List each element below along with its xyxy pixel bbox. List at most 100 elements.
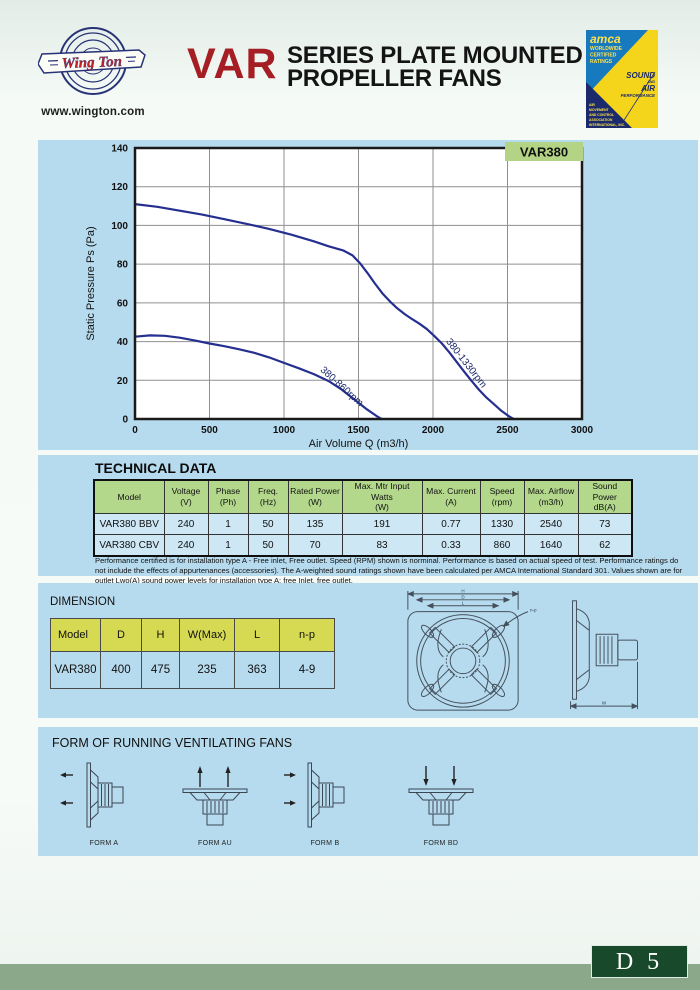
table-cell: VAR380 CBV xyxy=(93,534,165,557)
logo-ribbon xyxy=(37,49,146,74)
form-bd-diagram xyxy=(408,766,474,826)
svg-text:MOVEMENT: MOVEMENT xyxy=(589,108,610,112)
footer-bar xyxy=(0,964,700,990)
form-bd: FORM BD xyxy=(396,759,486,847)
svg-text:40: 40 xyxy=(117,337,129,348)
svg-text:100: 100 xyxy=(111,221,128,232)
table-cell: 240 xyxy=(163,513,209,536)
table-header: n-p xyxy=(279,618,335,652)
table-cell: 4-9 xyxy=(279,651,335,689)
table-header: H xyxy=(141,618,180,652)
table-cell: 1 xyxy=(207,513,249,536)
fan-side-view-drawing: W xyxy=(569,600,639,710)
form-au: FORM AU xyxy=(170,759,260,847)
table-cell: 0.33 xyxy=(421,534,481,557)
svg-text:20: 20 xyxy=(117,376,129,387)
svg-text:PERFORMANCE: PERFORMANCE xyxy=(621,93,656,98)
running-forms-panel: FORM OF RUNNING VENTILATING FANS xyxy=(38,727,698,856)
table-cell: 73 xyxy=(577,513,633,536)
svg-text:2000: 2000 xyxy=(422,425,445,436)
svg-text:Static Pressure Ps (Pa): Static Pressure Ps (Pa) xyxy=(85,226,97,340)
svg-text:W: W xyxy=(602,701,607,706)
table-header: Model xyxy=(50,618,101,652)
table-cell: 1640 xyxy=(523,534,579,557)
table-header-row: Model D H W(Max) L n-p xyxy=(50,618,335,652)
dimension-table: Model D H W(Max) L n-p VAR380 400 475 23… xyxy=(50,618,335,689)
performance-chart-panel: 0 500 1000 1500 2000 2500 3000 0 20 40 60 80 100 120 1… xyxy=(38,140,698,450)
page-title: SERIES PLATE MOUNTED PROPELLER FANS xyxy=(287,44,583,92)
table-header: Speed (rpm) xyxy=(479,479,525,515)
table-cell: 0.77 xyxy=(421,513,481,536)
svg-text:AND CONTROL: AND CONTROL xyxy=(589,113,614,117)
amca-certification-badge: amca WORLDWIDE CERTIFIED RATINGS SOUND A… xyxy=(586,30,658,128)
svg-text:140: 140 xyxy=(111,144,128,155)
website-text: www.wington.com xyxy=(41,106,145,118)
wington-logo-icon: Wing Ton xyxy=(37,27,146,95)
svg-text:SOUND: SOUND xyxy=(626,71,655,80)
technical-data-title: TECHNICAL DATA xyxy=(95,460,217,476)
form-b-label: FORM B xyxy=(310,840,340,847)
table-cell: 1330 xyxy=(479,513,525,536)
table-row: VAR380 400 475 235 363 4-9 xyxy=(50,651,335,689)
table-cell: 62 xyxy=(577,534,633,557)
table-header: Rated Power (W) xyxy=(287,479,343,515)
svg-text:INTERNATIONAL, INC.: INTERNATIONAL, INC. xyxy=(589,123,625,127)
svg-text:3000: 3000 xyxy=(571,425,594,436)
page-number: D 5 xyxy=(591,945,688,978)
performance-chart: 0 500 1000 1500 2000 2500 3000 0 20 40 60 80 100 120 1… xyxy=(85,142,594,450)
table-header: Max. Mtr Input Watts (W) xyxy=(341,479,423,515)
svg-text:60: 60 xyxy=(117,298,129,309)
table-cell: VAR380 BBV xyxy=(93,513,165,536)
table-header: L xyxy=(234,618,280,652)
table-cell: 235 xyxy=(179,651,235,689)
table-header-row: Model Voltage (V) Phase (Ph) Freq. (Hz) Rat… xyxy=(93,479,633,515)
table-header: Max. Current (A) xyxy=(421,479,481,515)
table-cell: 50 xyxy=(247,513,289,536)
svg-text:VAR380: VAR380 xyxy=(520,145,568,160)
technical-data-table: Model Voltage (V) Phase (Ph) Freq. (Hz) Rat… xyxy=(93,479,633,558)
svg-text:CERTIFIED: CERTIFIED xyxy=(590,53,617,59)
svg-text:0: 0 xyxy=(132,425,138,436)
dimension-panel: DIMENSION Model D H W(Max) L n-p VAR380 … xyxy=(38,583,698,718)
svg-text:L: L xyxy=(462,601,465,606)
svg-text:ASSOCIATION: ASSOCIATION xyxy=(589,118,613,122)
table-row: VAR380 BBV 240 1 50 135 191 0.77 1330 25… xyxy=(93,513,633,536)
form-au-diagram xyxy=(182,766,248,826)
svg-text:1000: 1000 xyxy=(273,425,296,436)
table-header: Max. Airflow (m3/h) xyxy=(523,479,579,515)
table-header: Phase (Ph) xyxy=(207,479,249,515)
svg-text:AIR: AIR xyxy=(640,84,655,93)
form-b: FORM B xyxy=(280,759,370,847)
svg-text:0: 0 xyxy=(122,415,128,426)
table-cell: 860 xyxy=(479,534,525,557)
table-header: D xyxy=(100,618,142,652)
table-cell: 70 xyxy=(287,534,343,557)
form-a-diagram xyxy=(60,762,124,828)
svg-text:80: 80 xyxy=(117,260,129,271)
table-cell: 363 xyxy=(234,651,280,689)
table-header: Sound Power dB(A) xyxy=(577,479,633,515)
table-cell: 83 xyxy=(341,534,423,557)
table-cell: 240 xyxy=(163,534,209,557)
amca-name: amca xyxy=(590,32,621,46)
performance-footnote: Performance certified is for installatio… xyxy=(95,556,683,585)
svg-text:D: D xyxy=(461,595,465,600)
table-header: W(Max) xyxy=(179,618,235,652)
form-b-diagram xyxy=(284,762,345,828)
dimension-title: DIMENSION xyxy=(50,596,116,608)
table-cell: 50 xyxy=(247,534,289,557)
title-line-2: PROPELLER FANS xyxy=(287,65,502,92)
table-row: VAR380 CBV 240 1 50 70 83 0.33 860 1640 … xyxy=(93,534,633,557)
svg-text:2500: 2500 xyxy=(496,425,519,436)
svg-text:AIR: AIR xyxy=(589,103,595,107)
form-a-label: FORM A xyxy=(89,840,119,847)
svg-text:WORLDWIDE: WORLDWIDE xyxy=(590,46,623,52)
table-cell: VAR380 xyxy=(50,651,101,689)
technical-data-panel: TECHNICAL DATA Model Voltage (V) Phase (Ph… xyxy=(38,455,698,585)
table-header: Freq. (Hz) xyxy=(247,479,289,515)
svg-text:120: 120 xyxy=(111,182,128,193)
svg-text:Air Volume Q (m3/h): Air Volume Q (m3/h) xyxy=(309,438,409,450)
table-cell: 475 xyxy=(141,651,180,689)
svg-text:AND: AND xyxy=(646,80,655,84)
